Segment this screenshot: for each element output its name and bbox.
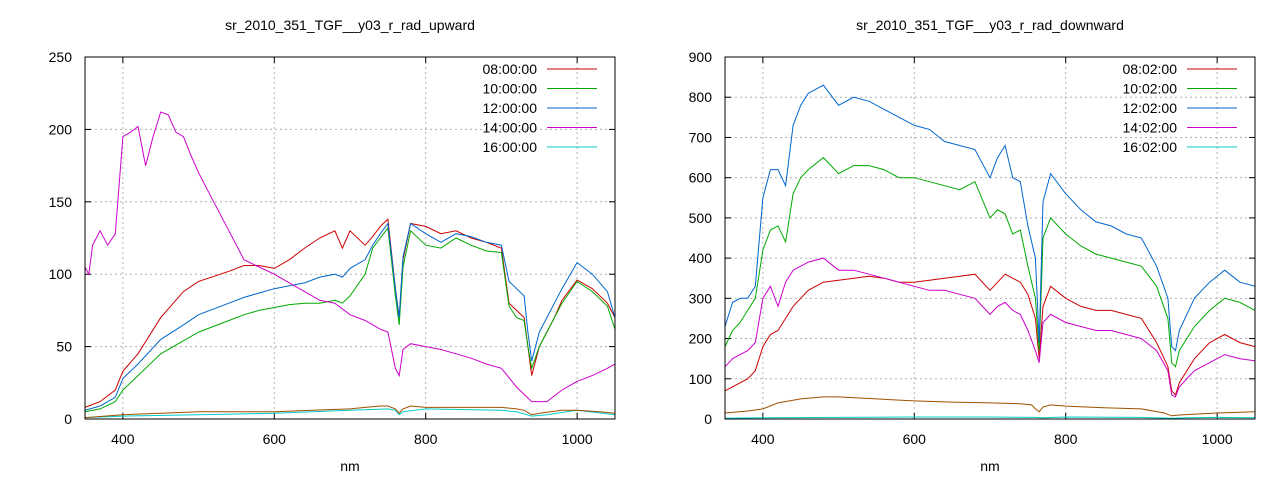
y-tick-label: 0 — [64, 411, 72, 427]
legend-label: 16:02:00 — [1123, 139, 1178, 155]
x-tick-label: 600 — [263, 431, 287, 447]
x-axis-label: nm — [980, 458, 999, 474]
series-line-4 — [85, 408, 615, 419]
legend-label: 10:02:00 — [1123, 81, 1178, 97]
y-tick-label: 200 — [49, 121, 73, 137]
x-tick-label: 800 — [414, 431, 438, 447]
y-tick-label: 200 — [689, 331, 713, 347]
y-tick-label: 300 — [689, 290, 713, 306]
legend-label: 12:00:00 — [483, 100, 538, 116]
legend-label: 08:00:00 — [483, 61, 538, 77]
series-line-5 — [85, 405, 615, 419]
y-tick-label: 250 — [49, 49, 73, 65]
series-line-2 — [85, 222, 615, 411]
chart-title: sr_2010_351_TGF__y03_r_rad_downward — [856, 17, 1124, 33]
y-tick-label: 700 — [689, 129, 713, 145]
series-line-2 — [725, 84, 1255, 352]
x-tick-label: 1000 — [1202, 431, 1233, 447]
x-axis-label: nm — [340, 458, 359, 474]
y-tick-label: 500 — [689, 210, 713, 226]
y-tick-label: 900 — [689, 49, 713, 65]
legend-label: 08:02:00 — [1123, 61, 1178, 77]
series-group — [725, 84, 1255, 419]
y-tick-label: 100 — [49, 266, 73, 282]
y-tick-label: 600 — [689, 170, 713, 186]
upward-radiance-chart: sr_2010_351_TGF__y03_r_rad_upward 400 600 8… — [49, 17, 616, 474]
plot-frame — [84, 56, 616, 420]
series-line-1 — [725, 156, 1255, 368]
legend-label: 10:00:00 — [483, 81, 538, 97]
legend-label: 14:02:00 — [1123, 120, 1178, 136]
series-line-1 — [85, 226, 615, 413]
y-tick-label: 150 — [49, 194, 73, 210]
y-tick-label: 400 — [689, 250, 713, 266]
series-group — [85, 111, 615, 419]
y-tick-label: 50 — [56, 339, 72, 355]
series-line-3 — [725, 257, 1255, 398]
y-tick-label: 800 — [689, 89, 713, 105]
legend-label: 12:02:00 — [1123, 100, 1178, 116]
y-tick-label: 100 — [689, 371, 713, 387]
downward-radiance-chart: sr_2010_351_TGF__y03_r_rad_downward 400 60… — [689, 17, 1256, 474]
plot-frame — [724, 56, 1256, 420]
y-tick-label: 0 — [704, 411, 712, 427]
series-line-3 — [85, 111, 615, 403]
series-line-5 — [725, 396, 1255, 417]
x-tick-label: 400 — [111, 431, 135, 447]
x-tick-label: 800 — [1054, 431, 1078, 447]
x-tick-label: 1000 — [562, 431, 593, 447]
legend-label: 14:00:00 — [483, 120, 538, 136]
series-line-0 — [85, 218, 615, 408]
chart-title: sr_2010_351_TGF__y03_r_rad_upward — [225, 17, 475, 33]
legend-label: 16:00:00 — [483, 139, 538, 155]
series-line-0 — [725, 273, 1255, 396]
x-tick-label: 400 — [751, 431, 775, 447]
x-tick-label: 600 — [903, 431, 927, 447]
series-line-4 — [725, 416, 1255, 419]
